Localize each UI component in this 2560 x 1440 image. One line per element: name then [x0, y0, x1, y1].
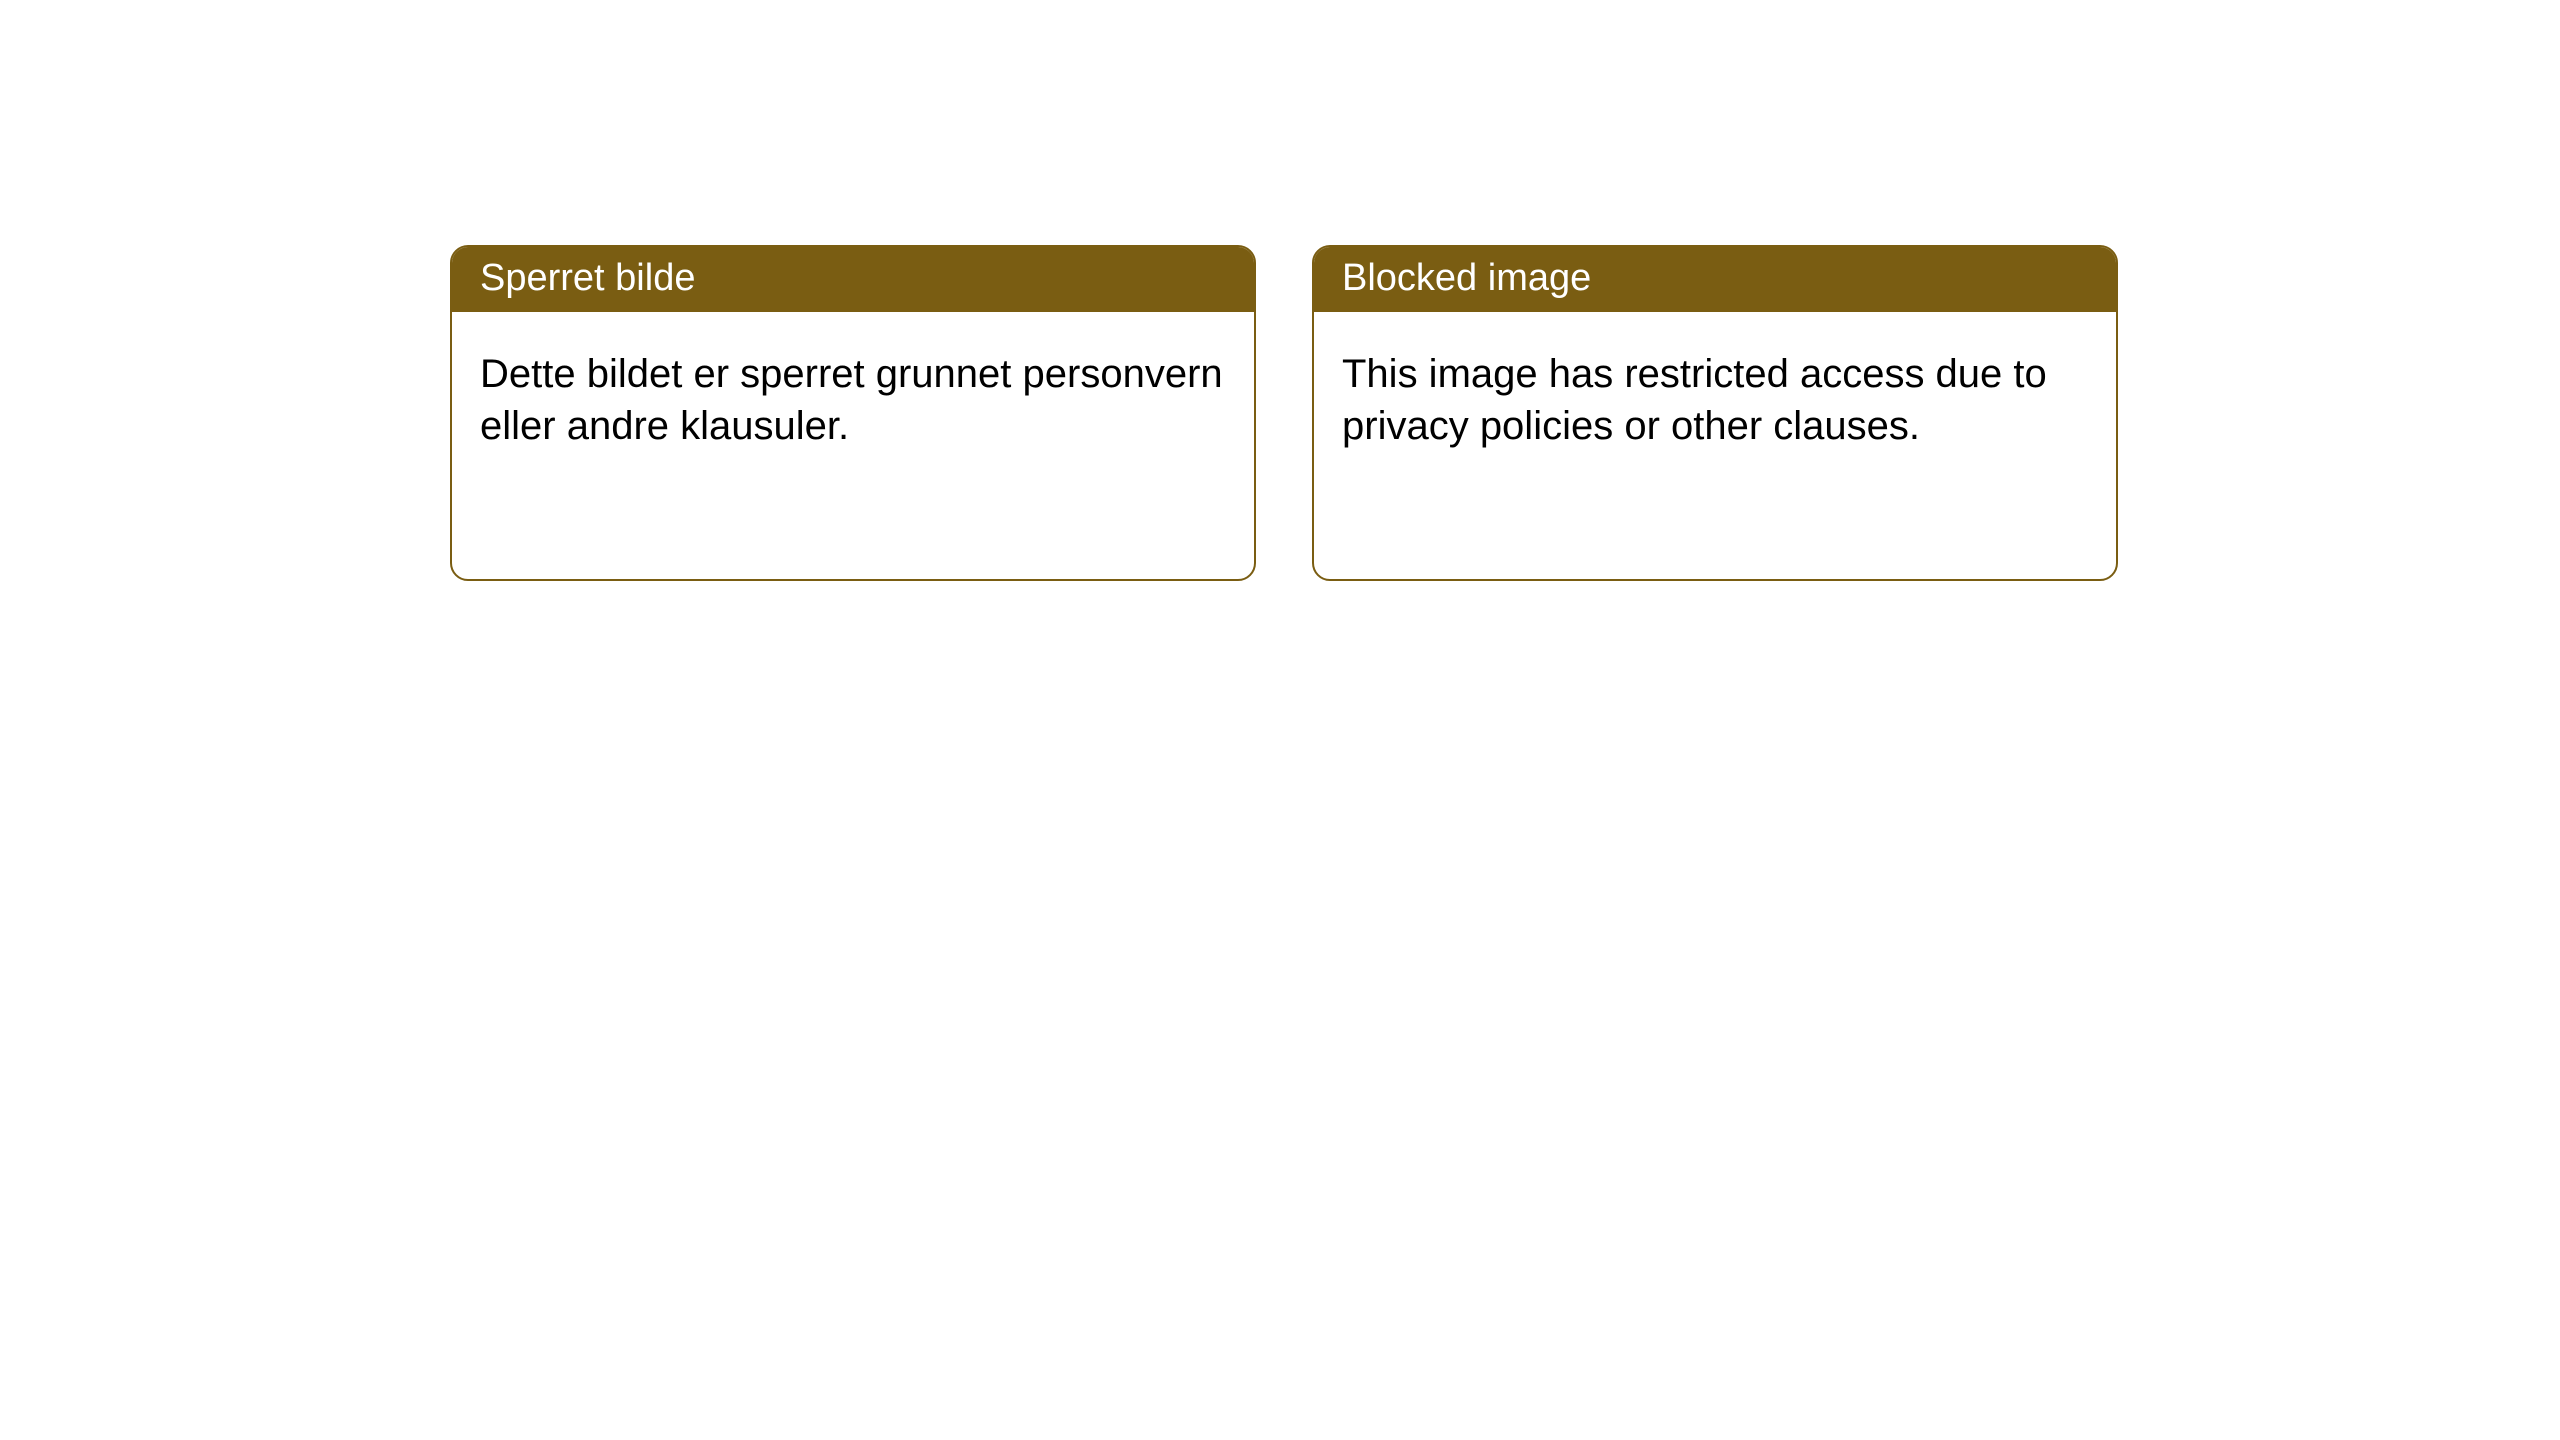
blocked-image-card-norwegian: Sperret bilde Dette bildet er sperret gr…: [450, 245, 1256, 581]
card-body-english: This image has restricted access due to …: [1314, 312, 2116, 488]
card-body-norwegian: Dette bildet er sperret grunnet personve…: [452, 312, 1254, 488]
notice-container: Sperret bilde Dette bildet er sperret gr…: [0, 0, 2560, 581]
blocked-image-card-english: Blocked image This image has restricted …: [1312, 245, 2118, 581]
card-header-english: Blocked image: [1314, 247, 2116, 312]
card-header-norwegian: Sperret bilde: [452, 247, 1254, 312]
